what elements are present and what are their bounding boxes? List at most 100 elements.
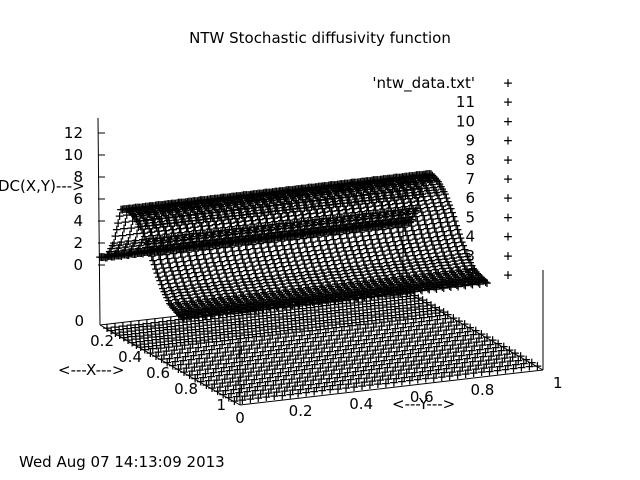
contour-marker: + [290,377,299,395]
contour-marker: + [320,378,329,396]
surface-point: + [232,234,241,252]
contour-marker: + [378,329,387,347]
contour-marker: + [199,319,208,337]
contour-marker: + [370,368,379,386]
surface-point: + [273,221,282,239]
surface-point: + [275,215,284,233]
contour-marker: + [274,341,283,359]
contour-marker: + [222,305,231,323]
contour-marker: + [328,377,337,395]
surface-point: + [206,194,215,212]
legend-label: 11 [456,93,475,111]
surface-point: + [278,185,287,203]
contour-marker: + [278,304,287,322]
surface-point: + [385,195,394,213]
surface-point: + [150,210,159,228]
surface-point: + [221,234,230,252]
surface-point: + [184,196,193,214]
surface-point: + [195,227,204,245]
legend-marker: + [503,247,512,265]
contour-marker: + [343,325,352,343]
surface-point: + [345,187,354,205]
contour-marker: + [227,313,236,331]
contour-marker: + [378,290,387,308]
surface-point: + [198,195,207,213]
surface-point: + [131,199,140,217]
contour-marker: + [265,357,274,375]
surface-point: + [316,190,325,208]
surface-point: + [124,244,133,262]
surface-point: + [414,166,423,184]
surface-point: + [229,188,238,206]
contour-marker: + [483,339,492,357]
contour-marker: + [508,348,517,366]
contour-marker: + [229,342,238,360]
contour-marker: + [369,318,378,336]
contour-marker: + [384,370,393,388]
surface-point: + [409,180,418,198]
contour-marker: + [322,302,331,320]
surface-point: + [277,208,286,226]
contour-marker: + [222,354,231,372]
surface-point: + [366,172,375,190]
contour-marker: + [374,288,383,306]
contour-marker: + [487,358,496,376]
surface-point: + [279,227,288,245]
surface-point: + [283,226,292,244]
contour-marker: + [385,316,394,334]
surface-point: + [320,203,329,221]
surface-point: + [264,224,273,242]
surface-point: + [401,213,410,231]
contour-marker: + [516,347,525,365]
contour-marker: + [490,354,499,372]
z-tick-label: 10 [64,146,83,164]
surface-point: + [264,229,273,247]
surface-point: + [307,198,316,216]
surface-point: + [277,226,286,244]
contour-marker: + [224,328,233,346]
contour-marker: + [239,321,248,339]
contour-marker: + [197,346,206,364]
contour-marker: + [331,313,340,331]
legend-label: 9 [465,132,475,150]
surface-point: + [335,219,344,237]
surface-point: + [391,169,400,187]
surface-point: + [371,216,380,234]
surface-point: + [157,196,166,214]
surface-point: + [209,236,218,254]
surface-point: + [404,213,413,231]
contour-marker: + [293,335,302,353]
surface-point: + [212,215,221,233]
surface-point: + [125,201,134,219]
surface-point: + [261,184,270,202]
surface-point: + [210,190,219,208]
contour-marker: + [331,346,340,364]
contour-marker: + [203,316,212,334]
surface-point: + [230,188,239,206]
y-tick-label: 1 [553,374,563,392]
surface-point: + [283,228,292,246]
surface-point: + [301,192,310,210]
surface-point: + [262,186,271,204]
surface-point: + [243,231,252,249]
contour-marker: + [230,392,239,410]
surface-point: + [280,220,289,238]
surface-point: + [238,193,247,211]
contour-marker: + [251,355,260,373]
surface-point: + [206,190,215,208]
contour-marker: + [471,360,480,378]
contour-marker: + [191,342,200,360]
surface-point: + [352,211,361,229]
surface-point: + [262,184,271,202]
contour-marker: + [407,301,416,319]
surface-point: + [395,206,404,224]
surface-point: + [419,165,428,183]
surface-point: + [136,244,145,262]
surface-point: + [251,198,260,216]
surface-point: + [303,214,312,232]
surface-point: + [219,191,228,209]
contour-marker: + [283,313,292,331]
surface-point: + [365,172,374,190]
surface-point: + [137,198,146,216]
contour-marker: + [412,359,421,377]
